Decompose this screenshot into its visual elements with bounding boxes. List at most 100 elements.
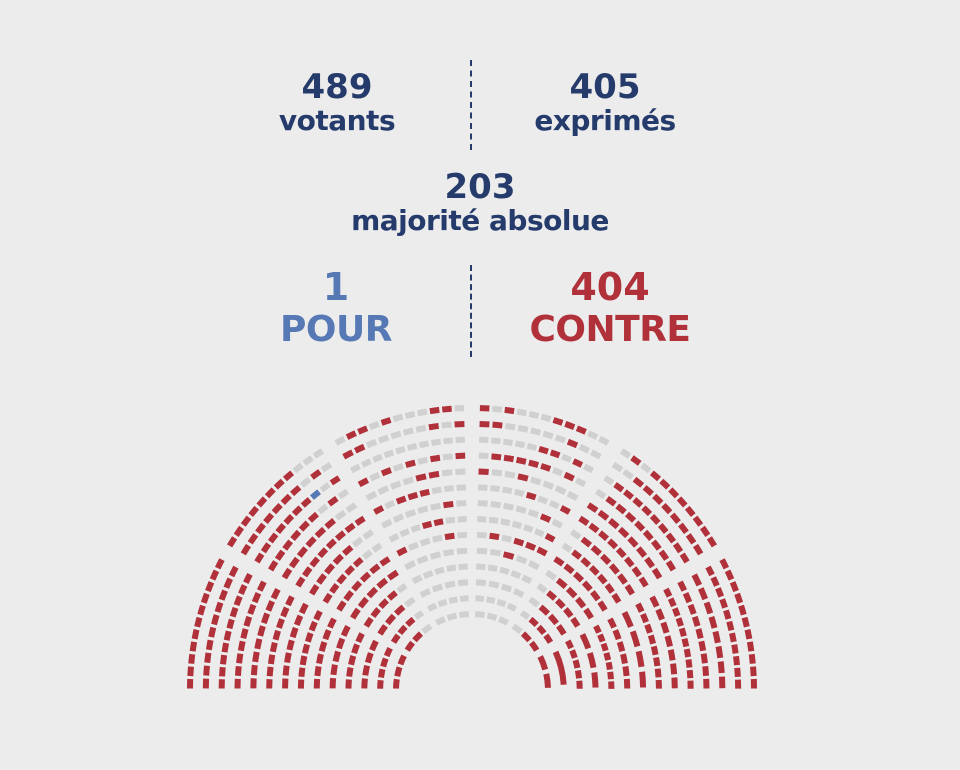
seat-contre bbox=[563, 607, 574, 619]
seat-empty bbox=[392, 463, 404, 472]
seat-contre bbox=[218, 589, 228, 601]
seat-contre bbox=[395, 495, 407, 505]
seat-contre bbox=[687, 603, 697, 615]
seat-empty bbox=[521, 574, 533, 585]
seat-contre bbox=[569, 649, 578, 659]
seat-contre bbox=[290, 485, 302, 497]
seat-contre bbox=[255, 522, 266, 535]
seat-contre bbox=[679, 552, 690, 564]
seat-contre bbox=[316, 653, 324, 665]
seat-contre bbox=[702, 665, 710, 677]
seat-contre bbox=[663, 587, 673, 598]
seat-contre bbox=[351, 580, 363, 592]
seat-contre bbox=[580, 536, 593, 548]
seat-contre bbox=[223, 630, 232, 641]
seat-contre bbox=[624, 583, 635, 596]
seat-contre bbox=[322, 629, 332, 641]
seat-contre bbox=[654, 668, 662, 678]
majorite-label: majorité absolue bbox=[351, 204, 609, 237]
seat-contre bbox=[343, 590, 354, 602]
seat-empty bbox=[511, 520, 523, 530]
seat-empty bbox=[442, 453, 453, 461]
pour-label: POUR bbox=[280, 309, 392, 350]
seat-contre bbox=[615, 547, 627, 559]
seat-empty bbox=[422, 570, 434, 579]
seat-contre bbox=[203, 665, 210, 676]
seat-contre bbox=[705, 565, 715, 577]
seat-contre bbox=[344, 522, 356, 534]
seat-contre bbox=[329, 677, 337, 689]
seat-contre bbox=[248, 505, 260, 517]
seat-empty bbox=[504, 422, 516, 431]
seat-contre bbox=[580, 556, 592, 568]
seat-contre bbox=[390, 633, 401, 644]
seat-contre bbox=[649, 470, 662, 482]
seat-empty bbox=[441, 469, 453, 477]
seat-empty bbox=[392, 513, 405, 523]
seat-empty bbox=[477, 516, 487, 523]
seat-contre bbox=[700, 653, 708, 664]
seat-contre bbox=[597, 633, 606, 643]
seat-contre bbox=[644, 623, 653, 634]
seat-contre bbox=[686, 669, 694, 679]
seat-contre bbox=[659, 478, 671, 490]
seat-contre bbox=[293, 614, 304, 627]
seat-contre bbox=[715, 645, 724, 659]
seat-contre bbox=[621, 610, 634, 628]
seat-empty bbox=[622, 469, 634, 480]
seat-contre bbox=[572, 659, 581, 669]
seat-contre bbox=[636, 546, 648, 558]
seat-contre bbox=[383, 646, 393, 658]
seat-contre bbox=[682, 592, 693, 604]
seat-contre bbox=[684, 505, 696, 517]
seat-contre bbox=[603, 652, 612, 661]
seat-contre bbox=[276, 618, 285, 629]
seat-contre bbox=[669, 512, 681, 524]
seat-contre bbox=[307, 511, 319, 523]
seat-contre bbox=[691, 573, 703, 587]
seat-empty bbox=[489, 548, 502, 557]
seat-contre bbox=[492, 421, 503, 429]
seat-contre bbox=[377, 679, 384, 689]
seat-contre bbox=[668, 487, 680, 499]
seat-contre bbox=[256, 580, 267, 592]
seat-contre bbox=[608, 563, 620, 575]
seat-contre bbox=[214, 601, 224, 613]
seat-contre bbox=[607, 617, 617, 629]
seat-contre bbox=[538, 604, 551, 616]
seat-empty bbox=[312, 448, 325, 459]
seat-contre bbox=[597, 600, 608, 612]
seat-contre bbox=[733, 655, 740, 666]
seat-contre bbox=[228, 565, 239, 578]
seat-contre bbox=[257, 625, 266, 637]
seat-contre bbox=[590, 544, 602, 556]
seat-empty bbox=[431, 486, 442, 495]
seat-contre bbox=[299, 655, 308, 666]
seat-empty bbox=[548, 500, 560, 510]
seat-contre bbox=[336, 600, 347, 612]
seat-contre bbox=[724, 569, 735, 581]
seat-contre bbox=[270, 587, 281, 600]
seat-contre bbox=[429, 454, 441, 463]
seat-empty bbox=[459, 611, 469, 618]
seat-pour bbox=[310, 489, 321, 500]
seat-contre bbox=[266, 666, 274, 677]
seat-contre bbox=[571, 549, 583, 560]
seat-contre bbox=[354, 515, 366, 526]
top-divider bbox=[470, 60, 472, 150]
seat-contre bbox=[247, 603, 257, 615]
seat-contre bbox=[525, 541, 537, 551]
seat-contre bbox=[620, 653, 628, 665]
seat-empty bbox=[360, 458, 372, 468]
seat-contre bbox=[301, 643, 310, 654]
seat-empty bbox=[476, 563, 486, 571]
seat-contre bbox=[350, 607, 361, 620]
seat-empty bbox=[334, 509, 347, 521]
seat-contre bbox=[719, 558, 730, 570]
seat-empty bbox=[459, 595, 469, 602]
seat-contre bbox=[364, 652, 374, 664]
seat-contre bbox=[748, 653, 756, 664]
seat-contre bbox=[641, 505, 653, 517]
seat-contre bbox=[243, 615, 253, 627]
seat-contre bbox=[240, 628, 249, 639]
